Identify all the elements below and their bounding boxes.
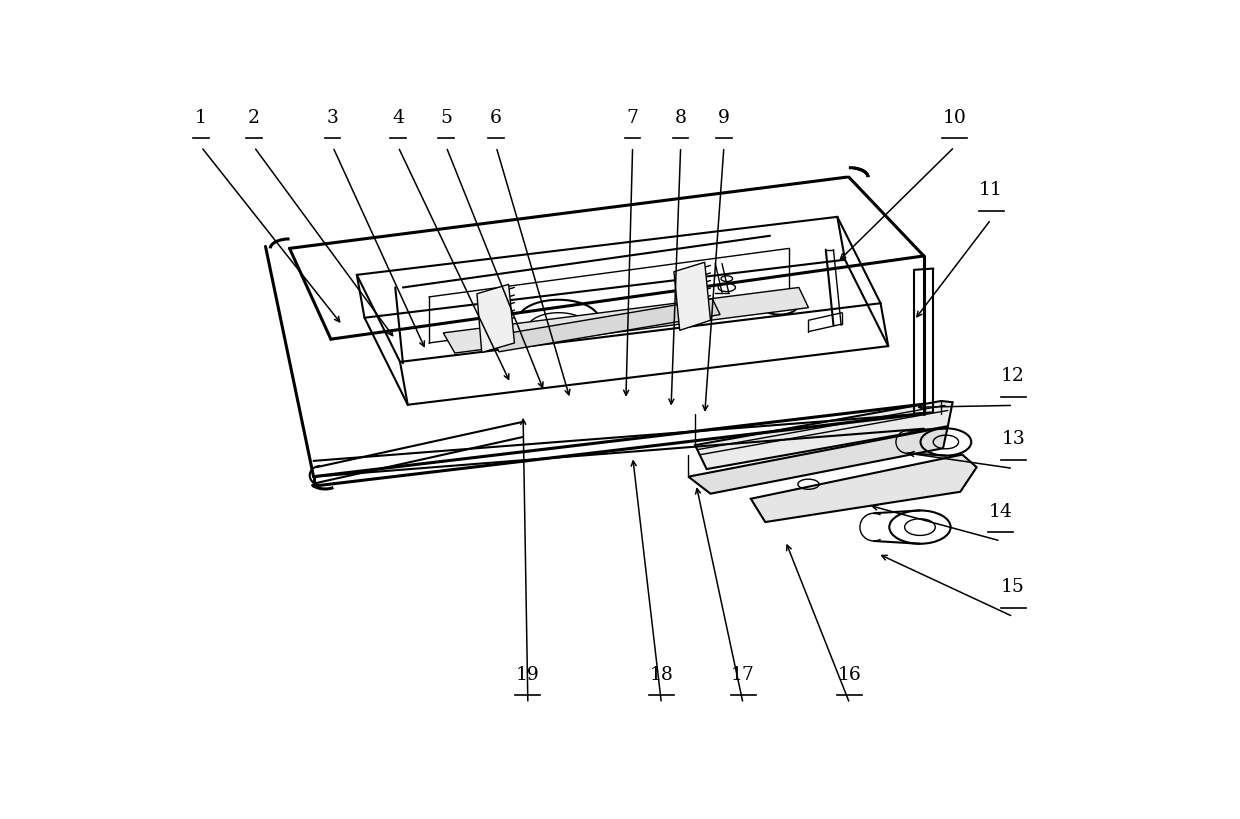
Text: 10: 10 [942, 109, 966, 127]
Text: 12: 12 [1001, 367, 1025, 385]
Text: 7: 7 [626, 109, 639, 127]
Text: 16: 16 [838, 666, 862, 684]
Text: 19: 19 [516, 666, 539, 684]
Polygon shape [696, 401, 952, 469]
Text: 5: 5 [440, 109, 453, 127]
Polygon shape [688, 426, 947, 494]
Text: 9: 9 [718, 109, 730, 127]
Polygon shape [751, 455, 977, 522]
Text: 15: 15 [1001, 578, 1025, 596]
Polygon shape [491, 299, 720, 352]
Text: 17: 17 [732, 666, 755, 684]
Polygon shape [477, 284, 515, 352]
Text: 11: 11 [980, 181, 1003, 199]
Text: 13: 13 [1001, 430, 1025, 448]
Text: 6: 6 [490, 109, 502, 127]
Text: 18: 18 [650, 666, 673, 684]
Text: 2: 2 [248, 109, 260, 127]
Text: 3: 3 [327, 109, 339, 127]
Text: 1: 1 [195, 109, 207, 127]
Text: 8: 8 [675, 109, 687, 127]
Polygon shape [675, 262, 711, 330]
Text: 14: 14 [988, 503, 1013, 521]
Polygon shape [444, 287, 808, 353]
Text: 4: 4 [392, 109, 404, 127]
